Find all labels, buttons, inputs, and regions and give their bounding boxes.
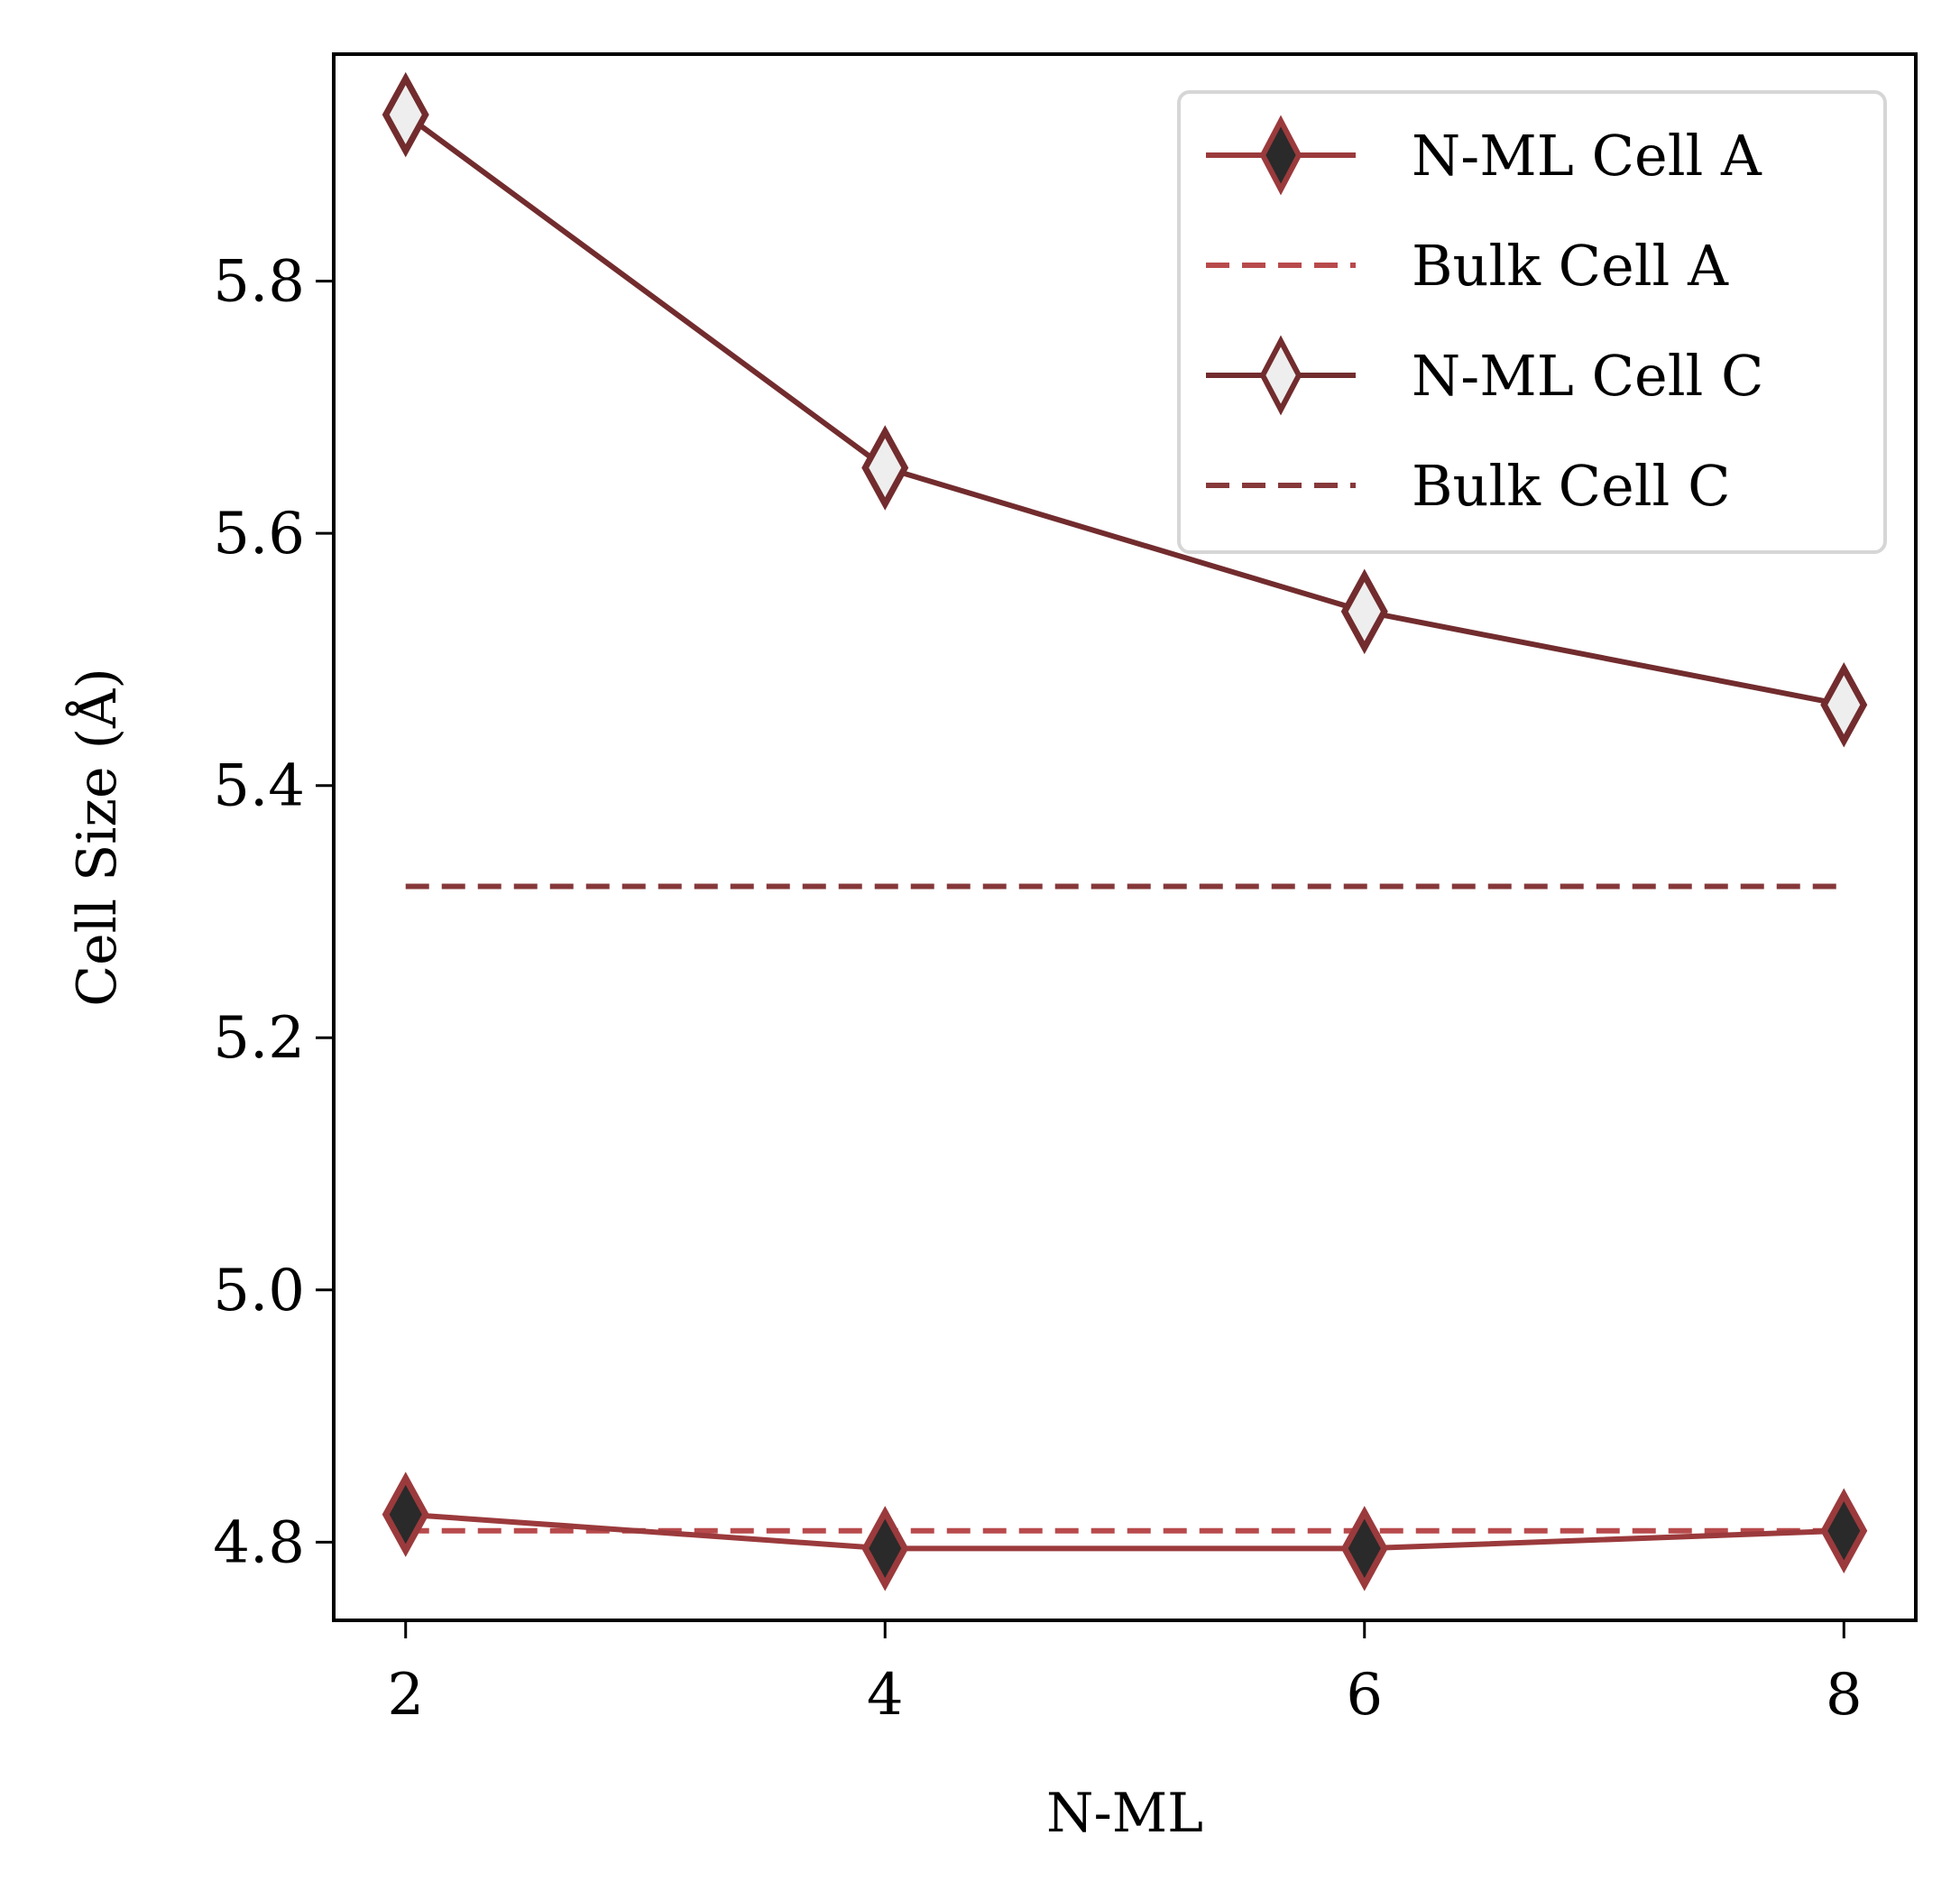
data-point (1820, 1488, 1868, 1574)
legend-item: N-ML Cell C (1206, 335, 1764, 416)
legend-marker (1259, 115, 1302, 196)
data-point (1340, 1506, 1388, 1591)
series-n-ml-cell-c (382, 71, 1868, 748)
plot-content (382, 71, 1868, 1591)
x-axis: 2 4 6 8 (387, 1620, 1863, 1729)
data-point (382, 1471, 429, 1557)
y-tick-label: 5.8 (213, 249, 305, 316)
x-tick-label: 2 (387, 1662, 424, 1729)
x-tick-label: 6 (1346, 1662, 1383, 1729)
y-tick-label: 5.4 (213, 753, 305, 820)
y-tick-label: 5.0 (213, 1258, 305, 1324)
legend-label: Bulk Cell C (1412, 453, 1731, 519)
y-tick-label: 4.8 (213, 1509, 305, 1576)
data-point (861, 1506, 909, 1591)
plot-frame (332, 52, 1918, 1622)
y-axis-label: Cell Size (Å) (65, 668, 129, 1007)
series-line (405, 1511, 1845, 1552)
legend-label: N-ML Cell C (1412, 343, 1764, 409)
legend-label: Bulk Cell A (1412, 233, 1729, 299)
legend-marker (1259, 335, 1302, 416)
y-tick-label: 5.6 (213, 501, 305, 567)
y-axis: 4.8 5.0 5.2 5.4 5.6 5.8 (213, 249, 334, 1576)
y-tick-label: 5.2 (213, 1005, 305, 1072)
x-tick-label: 4 (867, 1662, 904, 1729)
legend-label: N-ML Cell A (1412, 123, 1762, 189)
legend-item: N-ML Cell A (1206, 115, 1762, 196)
legend-item: Bulk Cell C (1206, 453, 1731, 519)
data-point (1820, 661, 1868, 748)
data-point (1340, 568, 1388, 655)
legend-box (1177, 90, 1887, 554)
x-axis-label: N-ML (1046, 1782, 1203, 1845)
data-point (861, 425, 909, 511)
series-n-ml-cell-a (382, 1471, 1868, 1591)
series-line (403, 112, 1845, 708)
data-point (382, 71, 429, 158)
legend: N-ML Cell A Bulk Cell A N-ML Cell C Bulk Ce… (1177, 90, 1887, 554)
legend-item: Bulk Cell A (1206, 233, 1729, 299)
x-tick-label: 8 (1826, 1662, 1863, 1729)
